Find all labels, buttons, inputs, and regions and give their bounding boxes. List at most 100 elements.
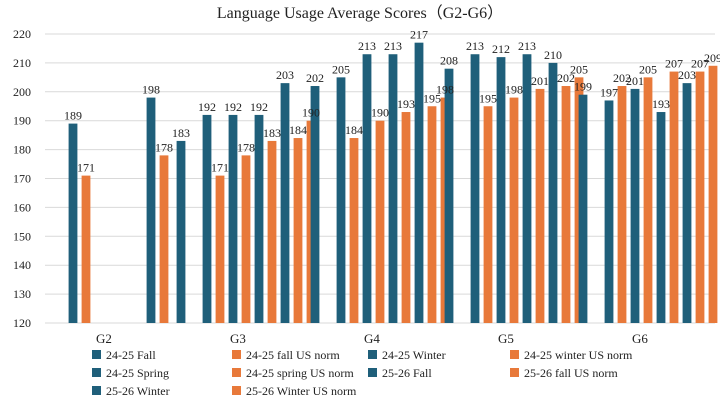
y-tick-label: 190 [13, 114, 31, 128]
data-label: 192 [198, 100, 216, 114]
data-label: 190 [371, 106, 389, 120]
legend-label: 24-25 winter US norm [524, 348, 633, 362]
data-label: 209 [704, 51, 720, 65]
data-label: 213 [384, 39, 402, 53]
data-label: 203 [678, 68, 696, 82]
y-tick-label: 220 [13, 27, 31, 41]
bar [228, 114, 238, 323]
bar [643, 77, 653, 323]
data-label: 217 [410, 28, 428, 42]
legend-label: 24-25 fall US norm [246, 348, 340, 362]
bar [535, 88, 545, 323]
legend-swatch [510, 350, 519, 359]
bar [548, 62, 558, 324]
data-label: 183 [172, 126, 190, 140]
bar [241, 155, 251, 323]
data-label: 171 [211, 161, 229, 175]
data-label: 198 [436, 83, 454, 97]
bar [561, 86, 571, 324]
category-label: G4 [364, 331, 380, 346]
data-label: 208 [440, 54, 458, 68]
legend-label: 24-25 spring US norm [246, 366, 354, 380]
data-label: 201 [626, 74, 644, 88]
bar [496, 57, 506, 324]
y-tick-label: 140 [13, 258, 31, 272]
legend-label: 25-26 Fall [382, 366, 432, 380]
bar [159, 155, 169, 323]
data-label: 201 [531, 74, 549, 88]
category-label: G6 [632, 331, 648, 346]
data-label: 202 [557, 71, 575, 85]
data-label: 212 [492, 42, 510, 56]
bar [293, 138, 303, 323]
bar [336, 77, 346, 323]
data-label: 207 [691, 57, 709, 71]
data-label: 192 [224, 100, 242, 114]
legend-label: 25-26 Winter US norm [246, 384, 357, 398]
bar [267, 140, 277, 323]
bar [509, 97, 519, 323]
legend-swatch [92, 350, 101, 359]
bar [362, 54, 372, 323]
bar [695, 71, 705, 323]
data-label: 195 [423, 91, 441, 105]
data-label: 193 [397, 97, 415, 111]
bar [669, 71, 679, 323]
data-label: 178 [155, 140, 173, 154]
data-label: 213 [466, 39, 484, 53]
legend-swatch [232, 368, 241, 377]
y-tick-label: 160 [13, 200, 31, 214]
legend-label: 25-26 Winter [106, 384, 170, 398]
category-label: G2 [96, 331, 112, 346]
data-label: 213 [358, 39, 376, 53]
legend-swatch [368, 368, 377, 377]
bar [522, 54, 532, 323]
bar [483, 106, 493, 323]
data-label: 210 [544, 48, 562, 62]
category-label: G5 [498, 331, 514, 346]
data-label: 192 [250, 100, 268, 114]
bar [388, 54, 398, 323]
data-label: 205 [570, 62, 588, 76]
bar [215, 175, 225, 323]
legend-swatch [368, 350, 377, 359]
data-label: 183 [263, 126, 281, 140]
data-label: 205 [332, 62, 350, 76]
data-label: 213 [518, 39, 536, 53]
y-tick-label: 170 [13, 172, 31, 186]
bar [349, 138, 359, 323]
legend-label: 24-25 Spring [106, 366, 169, 380]
data-label: 197 [600, 85, 618, 99]
legend-label: 24-25 Winter [382, 348, 446, 362]
bar [401, 112, 411, 323]
data-label: 202 [613, 71, 631, 85]
bar [414, 42, 424, 324]
legend: 24-25 Fall 24-25 fall US norm 24-25 Winter… [92, 348, 633, 398]
data-label: 199 [574, 80, 592, 94]
bar [146, 97, 156, 323]
data-label: 195 [479, 91, 497, 105]
bar [81, 175, 91, 323]
category-label: G3 [230, 331, 246, 346]
data-labels: 1891711981781831921711921781921832031841… [64, 28, 720, 175]
y-tick-label: 200 [13, 85, 31, 99]
bar [617, 86, 627, 324]
data-label: 198 [142, 83, 160, 97]
bar [254, 114, 264, 323]
bars [68, 42, 718, 324]
data-label: 171 [77, 161, 95, 175]
legend-swatch [510, 368, 519, 377]
bar [202, 114, 212, 323]
bar [578, 94, 588, 323]
legend-label: 25-26 fall US norm [524, 366, 618, 380]
bar [280, 83, 290, 323]
data-label: 178 [237, 140, 255, 154]
bar [630, 88, 640, 323]
data-label: 198 [505, 83, 523, 97]
x-axis-categories: G2 G3 G4 G5 G6 [96, 331, 648, 346]
legend-swatch [92, 386, 101, 395]
data-label: 202 [306, 71, 324, 85]
data-label: 205 [639, 62, 657, 76]
bar [375, 120, 385, 323]
